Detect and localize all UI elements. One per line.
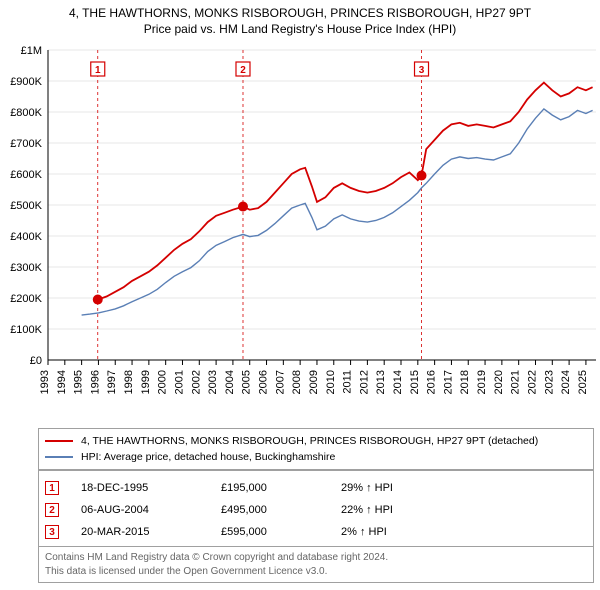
event-date: 18-DEC-1995 [81,482,221,494]
x-tick-label: 2003 [207,370,219,394]
y-tick-label: £900K [10,76,42,88]
event-row: 1 18-DEC-1995 £195,000 29% ↑ HPI [45,477,587,499]
marker-dot [93,295,102,304]
x-tick-label: 2013 [375,370,387,394]
x-tick-label: 1995 [73,370,85,394]
x-tick-label: 2021 [510,370,522,394]
y-tick-label: £600K [10,169,42,181]
x-tick-label: 2017 [442,370,454,394]
legend-swatch-hpi [45,456,73,458]
credits-box: Contains HM Land Registry data © Crown c… [38,546,594,583]
x-tick-label: 2002 [190,370,202,394]
event-row: 3 20-MAR-2015 £595,000 2% ↑ HPI [45,521,587,543]
title-subtitle: Price paid vs. HM Land Registry's House … [8,22,592,36]
y-tick-label: £0 [30,355,42,367]
credits-line: Contains HM Land Registry data © Crown c… [45,551,587,565]
chart-area: £0 £100K £200K £300K £400K £500K £600K £700K £80… [0,42,600,422]
event-row: 2 06-AUG-2004 £495,000 22% ↑ HPI [45,499,587,521]
x-tick-label: 2000 [157,370,169,394]
title-address: 4, THE HAWTHORNS, MONKS RISBOROUGH, PRIN… [8,6,592,20]
x-tick-label: 2001 [173,370,185,394]
legend-label-property: 4, THE HAWTHORNS, MONKS RISBOROUGH, PRIN… [81,435,538,447]
marker-number: 1 [95,65,101,76]
y-tick-label: £700K [10,138,42,150]
x-tick-label: 2009 [308,370,320,394]
x-tick-label: 1998 [123,370,135,394]
x-tick-label: 2011 [342,370,354,394]
x-tick-label: 2005 [241,370,253,394]
event-date: 20-MAR-2015 [81,526,221,538]
y-tick-label: £400K [10,231,42,243]
x-tick-label: 2010 [325,370,337,394]
marker-dot [238,202,247,211]
x-tick-label: 1996 [89,370,101,394]
marker-number: 2 [240,65,246,76]
marker-number: 3 [419,65,425,76]
x-tick-label: 1994 [56,370,68,394]
y-tick-label: £800K [10,107,42,119]
legend-box: 4, THE HAWTHORNS, MONKS RISBOROUGH, PRIN… [38,428,594,470]
x-tick-label: 2006 [258,370,270,394]
y-tick-label: £500K [10,200,42,212]
events-box: 1 18-DEC-1995 £195,000 29% ↑ HPI 2 06-AU… [38,470,594,548]
x-tick-label: 2022 [526,370,538,394]
event-diff: 29% ↑ HPI [341,482,393,494]
event-date: 06-AUG-2004 [81,504,221,516]
x-tick-label: 2018 [459,370,471,394]
legend-row: 4, THE HAWTHORNS, MONKS RISBOROUGH, PRIN… [45,433,587,449]
x-tick-label: 2008 [291,370,303,394]
x-tick-label: 2007 [274,370,286,394]
x-tick-label: 2016 [426,370,438,394]
x-tick-label: 1999 [140,370,152,394]
x-tick-label: 1993 [39,370,51,394]
event-price: £195,000 [221,482,341,494]
x-tick-label: 2004 [224,370,236,394]
x-tick-label: 2014 [392,370,404,394]
y-tick-label: £300K [10,262,42,274]
chart-svg: £0 £100K £200K £300K £400K £500K £600K £700K £80… [0,42,600,422]
event-marker-icon: 2 [45,503,59,517]
y-tick-label: £1M [21,45,42,57]
event-diff: 2% ↑ HPI [341,526,387,538]
event-diff: 22% ↑ HPI [341,504,393,516]
legend-row: HPI: Average price, detached house, Buck… [45,449,587,465]
x-tick-label: 2025 [577,370,589,394]
chart-container: 4, THE HAWTHORNS, MONKS RISBOROUGH, PRIN… [0,0,600,590]
event-price: £495,000 [221,504,341,516]
event-marker-icon: 1 [45,481,59,495]
x-tick-label: 2020 [493,370,505,394]
x-tick-label: 2019 [476,370,488,394]
x-tick-label: 2023 [543,370,555,394]
legend-label-hpi: HPI: Average price, detached house, Buck… [81,451,335,463]
x-tick-label: 2015 [409,370,421,394]
x-tick-label: 2012 [358,370,370,394]
credits-line: This data is licensed under the Open Gov… [45,565,587,579]
title-block: 4, THE HAWTHORNS, MONKS RISBOROUGH, PRIN… [0,0,600,38]
x-tick-label: 1997 [106,370,118,394]
x-tick-label: 2024 [560,370,572,394]
event-price: £595,000 [221,526,341,538]
y-tick-label: £200K [10,293,42,305]
y-tick-label: £100K [10,324,42,336]
legend-swatch-property [45,440,73,442]
series-hpi [82,109,593,315]
event-marker-icon: 3 [45,525,59,539]
marker-dot [417,171,426,180]
